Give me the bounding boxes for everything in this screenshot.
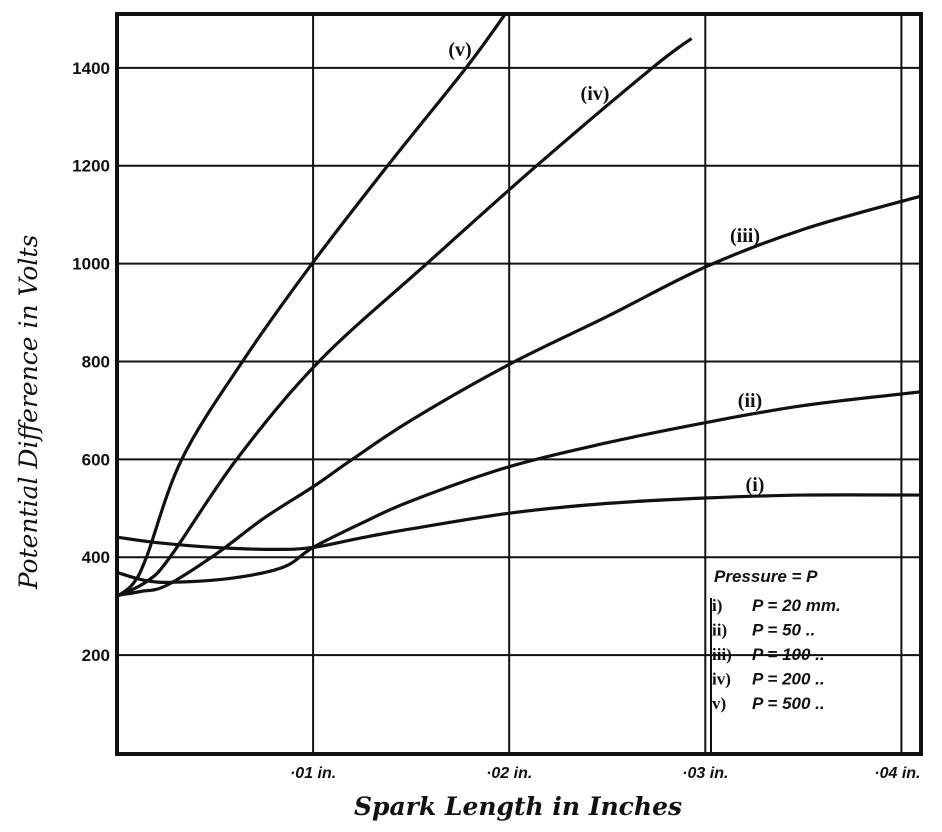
legend-entry: P = 100 .. xyxy=(752,645,825,664)
x-tick-label: ·02 in. xyxy=(486,765,532,782)
legend-key: iii) xyxy=(712,645,732,664)
plot-frame xyxy=(115,12,923,756)
x-tick-label: ·03 in. xyxy=(682,765,728,782)
x-tick-label: ·01 in. xyxy=(290,765,336,782)
series-lines: (i) (ii) (iii) (iv) (v) xyxy=(116,13,922,598)
series-label: (i) xyxy=(746,474,765,496)
y-tick-label: 400 xyxy=(82,548,110,567)
series-line xyxy=(116,493,922,552)
y-tick-label: 1000 xyxy=(72,255,110,274)
grid xyxy=(117,14,921,753)
series-line xyxy=(116,194,922,597)
legend-entry: P = 50 .. xyxy=(752,621,815,640)
legend: Pressure = P i) P = 20 mm. ii) P = 50 .. iii… xyxy=(710,567,841,752)
series-label: (ii) xyxy=(738,390,762,412)
series-line xyxy=(116,390,922,585)
legend-key: i) xyxy=(712,596,722,615)
legend-key: ii) xyxy=(712,621,727,640)
series-line xyxy=(116,13,507,598)
y-axis-label: Potential Difference in Volts xyxy=(14,235,43,591)
x-axis-label: Spark Length in Inches xyxy=(354,792,682,821)
x-tick-label: ·04 in. xyxy=(874,765,920,782)
y-tick-label: 200 xyxy=(82,646,110,665)
y-tick-label: 800 xyxy=(82,352,110,371)
legend-entry: P = 500 .. xyxy=(752,694,825,713)
series-line xyxy=(116,37,693,598)
y-tick-label: 600 xyxy=(82,450,110,469)
tick-labels: ·01 in. ·02 in. ·03 in. ·04 in. 200 400 600 800… xyxy=(72,59,920,782)
legend-key: iv) xyxy=(712,670,731,689)
legend-key: v) xyxy=(712,694,726,713)
y-tick-label: 1200 xyxy=(72,157,110,176)
series-label: (v) xyxy=(448,39,471,61)
legend-entry: P = 20 mm. xyxy=(752,596,841,615)
y-tick-label: 1400 xyxy=(72,59,110,78)
series-label: (iv) xyxy=(581,83,610,105)
legend-title: Pressure = P xyxy=(714,567,818,586)
series-label: (iii) xyxy=(730,225,760,247)
legend-entry: P = 200 .. xyxy=(752,670,825,689)
